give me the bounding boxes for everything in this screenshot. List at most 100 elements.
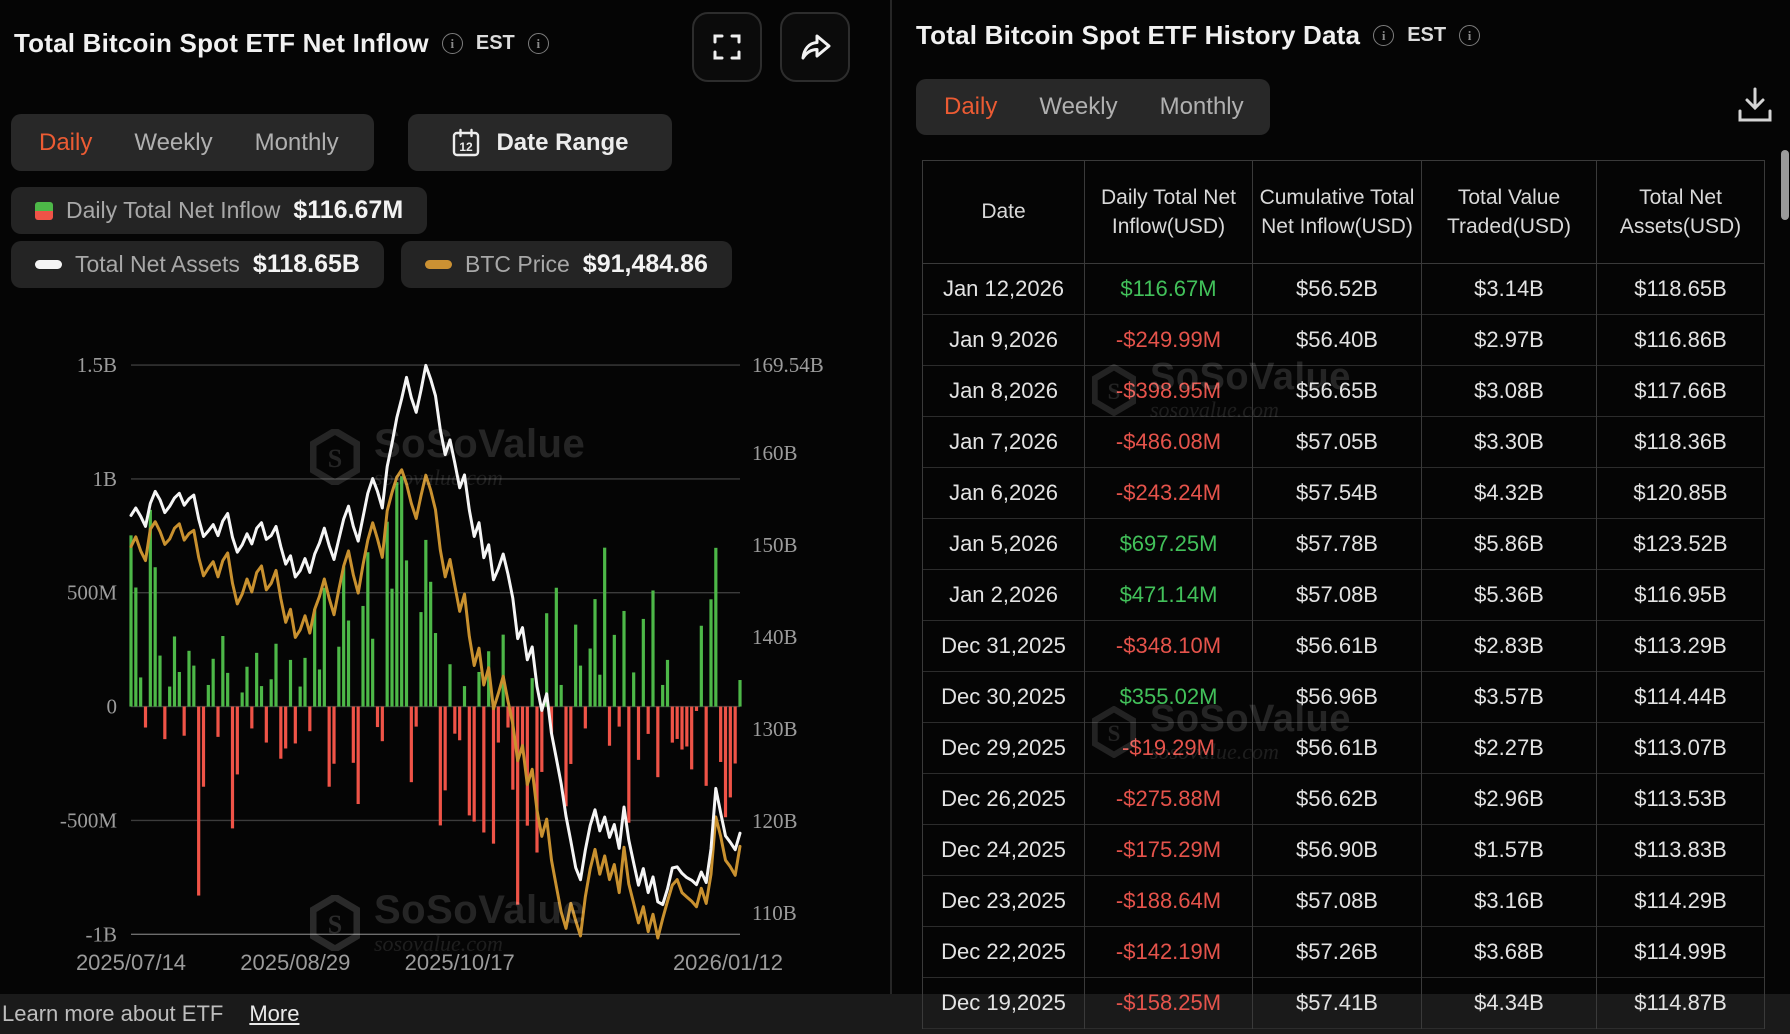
tab-monthly[interactable]: Monthly	[1159, 93, 1244, 120]
inflow-bar	[530, 678, 534, 707]
legend-daily-net-inflow[interactable]: Daily Total Net Inflow $116.67M	[11, 187, 428, 234]
cell-cumulative-net-inflow: $57.08B	[1252, 569, 1422, 621]
btc-price-line	[129, 468, 742, 940]
table-row[interactable]: Dec 30,2025 $355.02M $56.96B $3.57B $114.44B	[922, 671, 1765, 723]
fullscreen-button[interactable]	[692, 12, 762, 82]
table-row[interactable]: Jan 6,2026 -$243.24M $57.54B $4.32B $120.85B	[922, 467, 1765, 519]
tab-weekly[interactable]: Weekly	[134, 128, 213, 156]
cell-value-traded: $3.14B	[1421, 263, 1597, 315]
inflow-bar	[564, 706, 568, 807]
inflow-bar	[317, 669, 322, 707]
table-row[interactable]: Dec 31,2025 -$348.10M $56.61B $2.83B $113.29…	[922, 620, 1765, 672]
inflow-bar	[714, 547, 718, 707]
inflow-bar	[680, 706, 684, 750]
table-row[interactable]: Dec 24,2025 -$175.29M $56.90B $1.57B $113.83…	[922, 824, 1765, 876]
tab-weekly[interactable]: Weekly	[1039, 93, 1118, 120]
table-row[interactable]: Dec 23,2025 -$188.64M $57.08B $3.16B $114.29…	[922, 875, 1765, 927]
tab-daily[interactable]: Daily	[944, 93, 998, 120]
legend-label: BTC Price	[465, 251, 570, 277]
left-panel-header: Total Bitcoin Spot ETF Net Inflow i EST …	[14, 28, 549, 59]
table-row[interactable]: Jan 5,2026 $697.25M $57.78B $5.86B $123.52B	[922, 518, 1765, 570]
inflow-bar	[728, 706, 732, 798]
inflow-bar	[627, 706, 631, 823]
cell-value-traded: $3.68B	[1421, 926, 1597, 978]
left-axis-tick: -1B	[86, 922, 118, 946]
table-scrollbar[interactable]	[1781, 150, 1789, 220]
nav-line-icon	[35, 260, 62, 269]
legend-total-net-assets[interactable]: Total Net Assets $118.65B	[11, 241, 384, 288]
cell-daily-net-inflow: -$19.29M	[1084, 722, 1253, 774]
cell-net-assets: $116.95B	[1596, 569, 1765, 621]
inflow-bar	[158, 655, 162, 707]
table-row[interactable]: Dec 19,2025 -$158.25M $57.41B $4.34B $114.87…	[922, 977, 1765, 1029]
table-row[interactable]: Jan 9,2026 -$249.99M $56.40B $2.97B $116.86B	[922, 314, 1765, 366]
cell-net-assets: $117.66B	[1596, 365, 1765, 417]
legend-value: $118.65B	[252, 250, 360, 278]
x-axis-date: 2026/01/12	[673, 950, 783, 975]
calendar-icon: 12	[453, 128, 480, 156]
tab-daily[interactable]: Daily	[39, 128, 93, 156]
date-range-button[interactable]: 12 Date Range	[408, 114, 672, 171]
info-icon[interactable]: i	[441, 33, 463, 54]
inflow-bar	[303, 657, 307, 707]
cell-cumulative-net-inflow: $56.62B	[1252, 773, 1422, 825]
inflow-bar	[192, 665, 196, 707]
legend-btc-price[interactable]: BTC Price $91,484.86	[401, 241, 732, 288]
inflow-bar	[216, 706, 220, 737]
cell-daily-net-inflow: $697.25M	[1084, 518, 1253, 570]
cell-cumulative-net-inflow: $56.65B	[1252, 365, 1422, 417]
cell-daily-net-inflow: -$243.24M	[1084, 467, 1253, 519]
btc-line-icon	[425, 260, 452, 269]
inflow-bar	[327, 706, 331, 787]
cell-date: Jan 5,2026	[922, 518, 1085, 570]
right-panel-header: Total Bitcoin Spot ETF History Data i ES…	[916, 20, 1481, 51]
cell-value-traded: $1.57B	[1421, 824, 1597, 876]
table-row[interactable]: Dec 26,2025 -$275.88M $56.62B $2.96B $113.53…	[922, 773, 1765, 825]
inflow-bar	[549, 706, 554, 734]
left-panel-title: Total Bitcoin Spot ETF Net Inflow	[14, 28, 429, 58]
cell-date: Dec 22,2025	[922, 926, 1085, 978]
table-row[interactable]: Jan 7,2026 -$486.08M $57.05B $3.30B $118.36B	[922, 416, 1765, 468]
inflow-bar	[395, 482, 399, 707]
cell-daily-net-inflow: -$398.95M	[1084, 365, 1253, 417]
inflow-bar	[235, 706, 239, 775]
download-button[interactable]	[1732, 82, 1778, 128]
inflow-bar	[738, 680, 742, 707]
tab-monthly[interactable]: Monthly	[254, 128, 339, 156]
legend-value: $116.67M	[293, 196, 404, 224]
inflow-bar	[482, 706, 486, 833]
table-row[interactable]: Jan 12,2026 $116.67M $56.52B $3.14B $118.65B	[922, 263, 1765, 315]
right-axis-tick: 150B	[752, 533, 798, 557]
cell-value-traded: $3.16B	[1421, 875, 1597, 927]
info-icon[interactable]: i	[527, 33, 549, 54]
inflow-bar	[346, 620, 351, 707]
cell-daily-net-inflow: -$175.29M	[1084, 824, 1253, 876]
cell-net-assets: $116.86B	[1596, 314, 1765, 366]
table-row[interactable]: Dec 22,2025 -$142.19M $57.26B $3.68B $114.99…	[922, 926, 1765, 978]
cell-daily-net-inflow: -$486.08M	[1084, 416, 1253, 468]
history-table: Date Daily Total Net Inflow(USD) Cumulativ…	[922, 160, 1765, 1029]
cell-value-traded: $5.86B	[1421, 518, 1597, 570]
share-button[interactable]	[780, 12, 850, 82]
inflow-bar	[284, 706, 288, 749]
inflow-bar	[583, 706, 587, 729]
inflow-chart[interactable]: 1.5B 1B 500M 0 -500M -1B 169.54B 160B 150B 140B 13…	[0, 300, 890, 1000]
footer-more-link[interactable]: More	[249, 1001, 300, 1026]
inflow-bar	[313, 609, 317, 707]
table-row[interactable]: Dec 29,2025 -$19.29M $56.61B $2.27B $113.07B	[922, 722, 1765, 774]
inflow-bar	[598, 674, 602, 707]
info-icon[interactable]: i	[1459, 25, 1481, 46]
inflow-bar	[221, 635, 225, 707]
inflow-bar	[332, 706, 336, 764]
inflow-bar	[617, 706, 621, 727]
cell-value-traded: $2.27B	[1421, 722, 1597, 774]
table-row[interactable]: Jan 8,2026 -$398.95M $56.65B $3.08B $117.66B	[922, 365, 1765, 417]
cell-cumulative-net-inflow: $56.61B	[1252, 620, 1422, 672]
cell-net-assets: $114.29B	[1596, 875, 1765, 927]
x-axis-date: 2025/08/29	[240, 950, 350, 975]
cell-cumulative-net-inflow: $57.78B	[1252, 518, 1422, 570]
info-icon[interactable]: i	[1373, 25, 1395, 46]
inflow-bar	[211, 658, 215, 707]
inflow-bar	[719, 706, 723, 762]
table-row[interactable]: Jan 2,2026 $471.14M $57.08B $5.36B $116.95B	[922, 569, 1765, 621]
